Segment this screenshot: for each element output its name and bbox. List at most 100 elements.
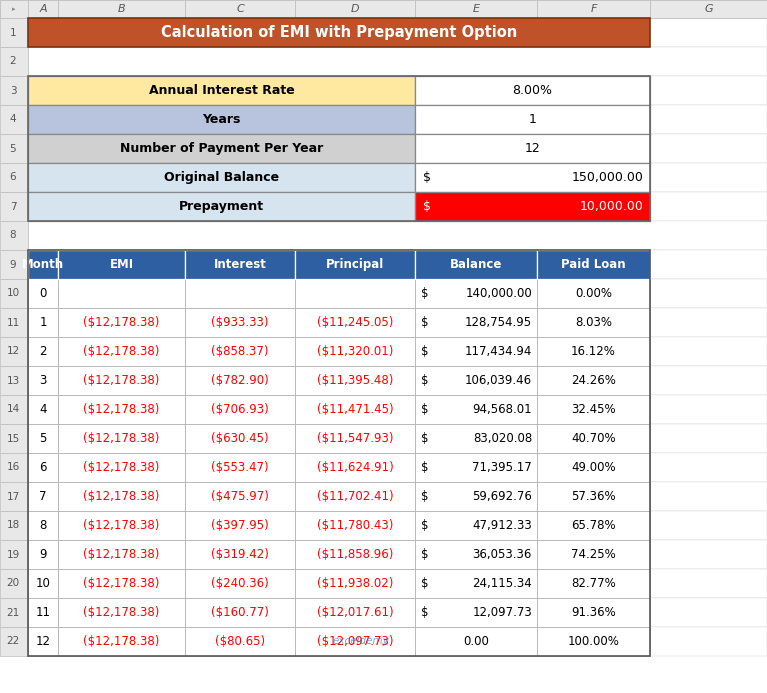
Bar <box>185 395 295 424</box>
Bar <box>28 482 767 511</box>
Bar <box>28 18 767 47</box>
Bar <box>28 395 58 424</box>
Text: $: $ <box>421 432 429 445</box>
Text: 18: 18 <box>6 520 20 531</box>
Text: Prepayment: Prepayment <box>179 200 264 213</box>
Bar <box>295 569 415 598</box>
Text: 1: 1 <box>528 113 536 126</box>
Bar <box>295 482 415 511</box>
Bar <box>295 627 415 656</box>
Text: A: A <box>39 4 47 14</box>
Bar <box>295 511 415 540</box>
Bar <box>185 250 295 279</box>
Bar <box>28 0 58 18</box>
Text: ($12,178.38): ($12,178.38) <box>84 606 160 619</box>
Text: ($11,471.45): ($11,471.45) <box>317 403 393 416</box>
Text: 16: 16 <box>6 462 20 473</box>
Bar <box>185 308 295 337</box>
Text: Years: Years <box>202 113 241 126</box>
Text: 6: 6 <box>39 461 47 474</box>
Text: 3: 3 <box>39 374 47 387</box>
Text: 1: 1 <box>10 28 16 37</box>
Bar <box>28 540 58 569</box>
Bar <box>295 250 415 279</box>
Text: ($12,178.38): ($12,178.38) <box>84 345 160 358</box>
Text: 59,692.76: 59,692.76 <box>472 490 532 503</box>
Text: B: B <box>117 4 125 14</box>
Bar <box>58 569 185 598</box>
Bar <box>0 47 28 76</box>
Text: 4: 4 <box>39 403 47 416</box>
Text: 0.00%: 0.00% <box>575 287 612 300</box>
Bar <box>295 366 415 395</box>
Bar <box>295 308 415 337</box>
Text: 5: 5 <box>39 432 47 445</box>
Bar <box>415 511 537 540</box>
Text: exceldemy: exceldemy <box>333 636 390 647</box>
Text: ($12,178.38): ($12,178.38) <box>84 577 160 590</box>
Text: Calculation of EMI with Prepayment Option: Calculation of EMI with Prepayment Optio… <box>161 25 517 40</box>
Bar <box>0 134 28 163</box>
Bar <box>0 0 28 18</box>
Text: $: $ <box>421 374 429 387</box>
Bar <box>28 192 415 221</box>
Text: ($11,858.96): ($11,858.96) <box>317 548 393 561</box>
Bar <box>0 395 28 424</box>
Bar <box>537 0 650 18</box>
Bar <box>28 105 767 134</box>
Text: 65.78%: 65.78% <box>571 519 616 532</box>
Bar <box>28 279 767 308</box>
Bar <box>28 134 767 163</box>
Bar <box>0 627 28 656</box>
Text: ($12,097.73): ($12,097.73) <box>317 635 393 648</box>
Bar <box>295 337 415 366</box>
Bar <box>415 482 537 511</box>
Text: 8: 8 <box>39 519 47 532</box>
Bar <box>537 627 650 656</box>
Bar <box>28 18 650 47</box>
Bar <box>185 453 295 482</box>
Bar <box>295 424 415 453</box>
Bar <box>295 598 415 627</box>
Bar <box>28 47 767 76</box>
Text: 7: 7 <box>39 490 47 503</box>
Text: ($12,178.38): ($12,178.38) <box>84 374 160 387</box>
Text: 3: 3 <box>10 85 16 96</box>
Bar <box>415 540 537 569</box>
Text: 150,000.00: 150,000.00 <box>572 171 644 184</box>
Text: Interest: Interest <box>213 258 266 271</box>
Bar <box>0 569 28 598</box>
Bar <box>537 598 650 627</box>
Text: 2: 2 <box>39 345 47 358</box>
Bar <box>28 453 767 482</box>
Bar <box>0 163 28 192</box>
Bar <box>415 163 650 192</box>
Bar <box>58 453 185 482</box>
Text: 21: 21 <box>6 608 20 617</box>
Bar <box>58 598 185 627</box>
Text: ($12,178.38): ($12,178.38) <box>84 316 160 329</box>
Bar <box>28 163 767 192</box>
Text: $: $ <box>421 548 429 561</box>
Bar <box>28 540 767 569</box>
Text: ($11,624.91): ($11,624.91) <box>317 461 393 474</box>
Text: 9: 9 <box>39 548 47 561</box>
Bar <box>537 366 650 395</box>
Bar <box>28 308 767 337</box>
Text: $: $ <box>421 577 429 590</box>
Text: Balance: Balance <box>449 258 502 271</box>
Text: C: C <box>236 4 244 14</box>
Text: D: D <box>351 4 359 14</box>
Text: ($630.45): ($630.45) <box>211 432 268 445</box>
Text: 12: 12 <box>35 635 51 648</box>
Text: $: $ <box>421 519 429 532</box>
Bar <box>0 279 28 308</box>
Text: ($12,178.38): ($12,178.38) <box>84 432 160 445</box>
Bar <box>185 511 295 540</box>
Bar <box>415 627 537 656</box>
Bar <box>58 279 185 308</box>
Bar <box>28 598 767 627</box>
Text: 14: 14 <box>6 405 20 414</box>
Text: ($11,395.48): ($11,395.48) <box>317 374 393 387</box>
Bar <box>0 337 28 366</box>
